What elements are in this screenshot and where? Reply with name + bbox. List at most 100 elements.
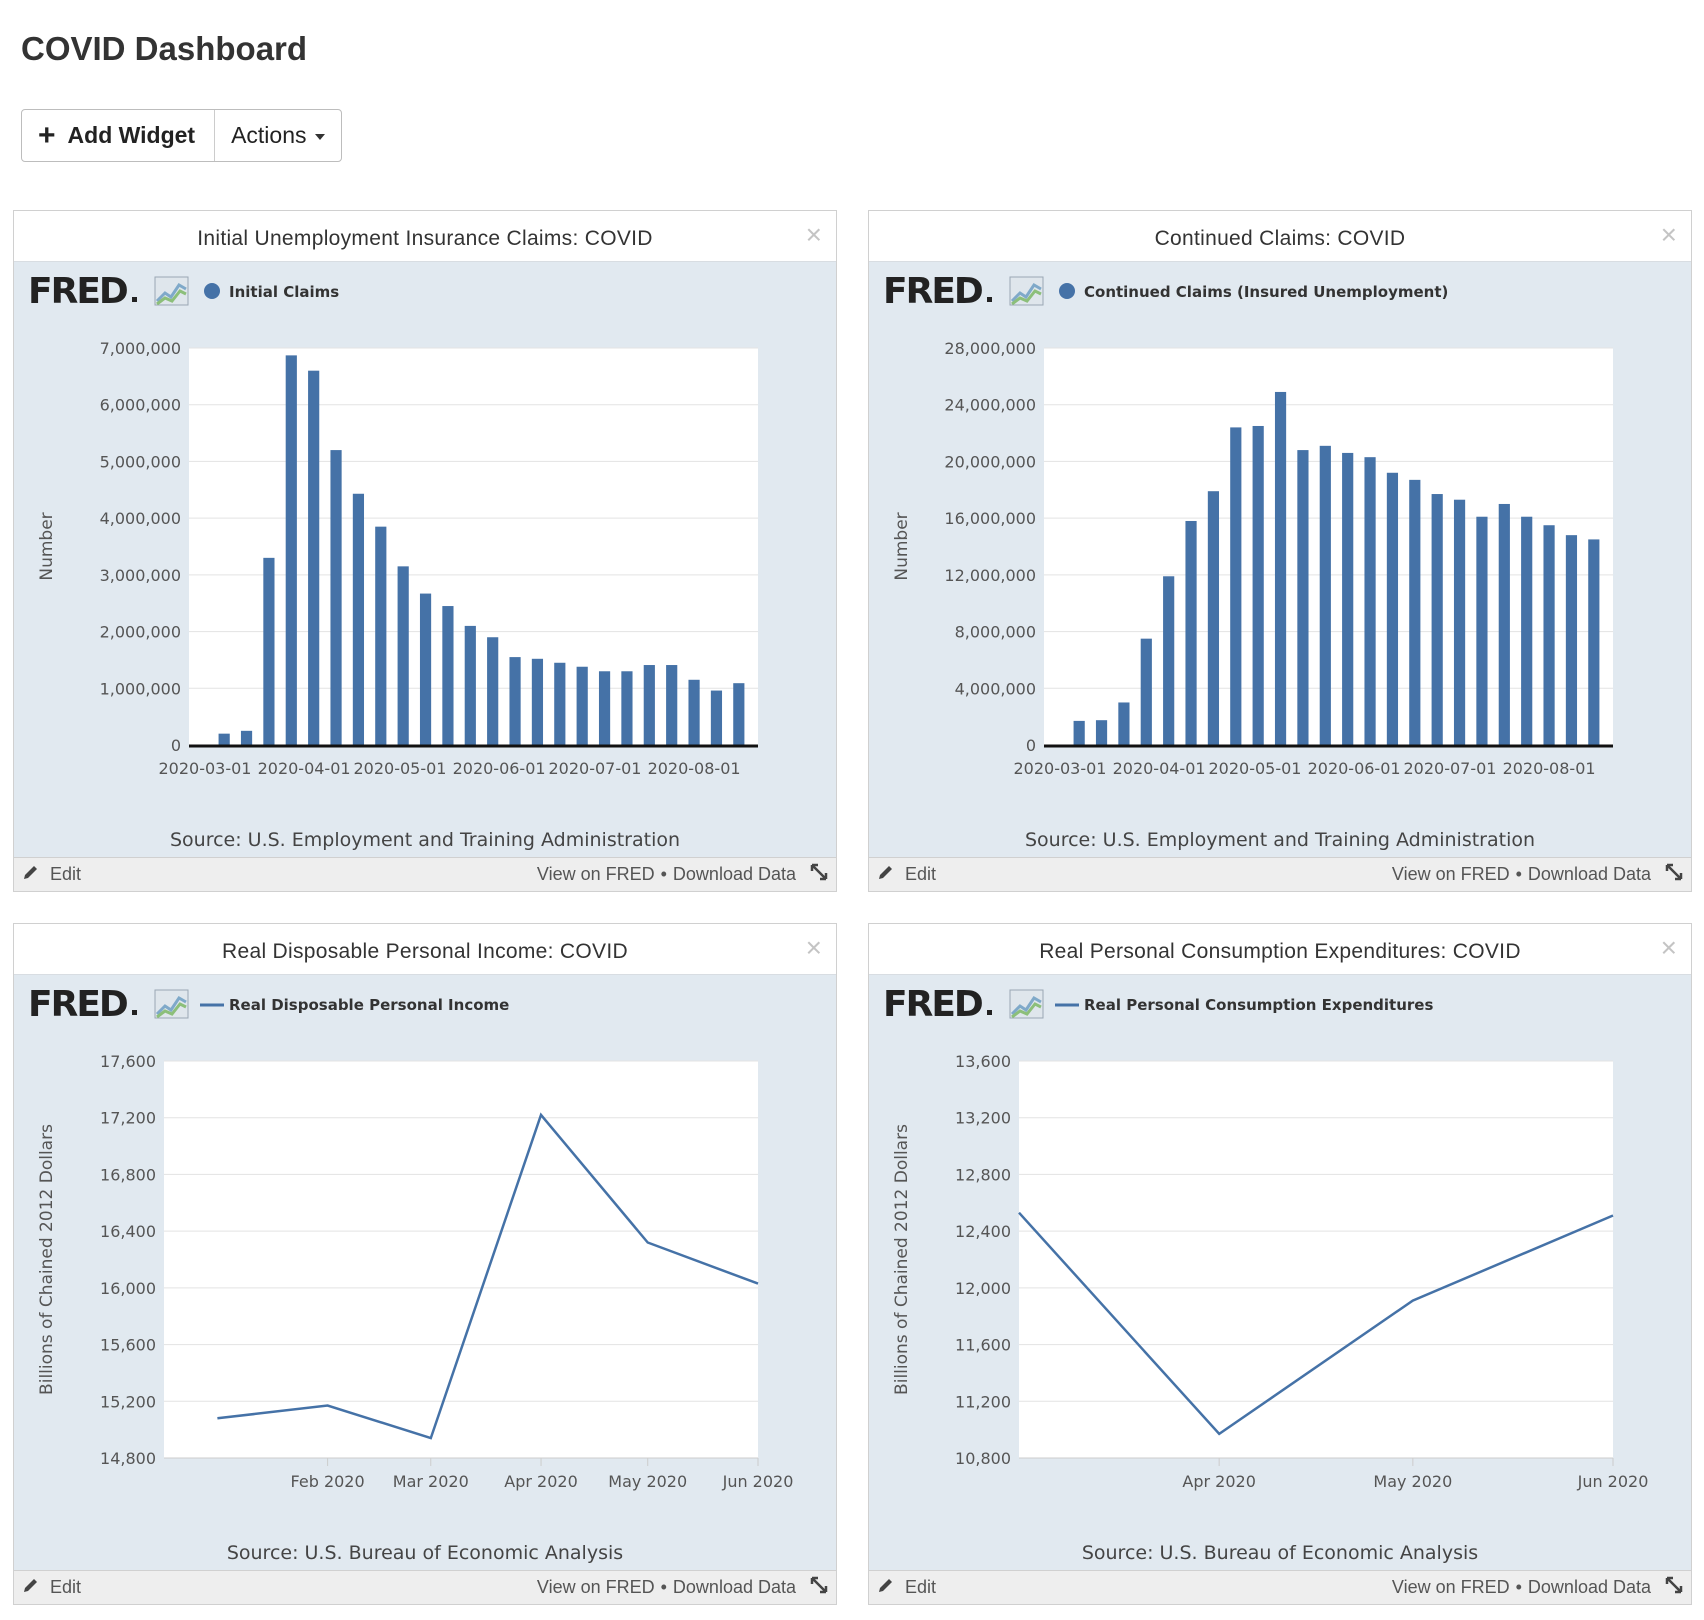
y-tick-label: 12,000: [955, 1279, 1011, 1298]
pencil-icon: [877, 863, 895, 886]
bar: [1498, 503, 1510, 745]
y-tick-label: 0: [171, 736, 181, 755]
y-axis-label: Billions of Chained 2012 Dollars: [37, 1124, 57, 1395]
close-icon[interactable]: ×: [1660, 219, 1677, 250]
widget-links: View on FRED • Download Data: [537, 1576, 828, 1599]
widget-footer: Edit View on FRED • Download Data: [14, 1570, 836, 1604]
caret-down-icon: [314, 134, 325, 140]
view-on-fred-link[interactable]: View on FRED: [1391, 1577, 1510, 1597]
bar: [621, 671, 633, 745]
download-data-link[interactable]: Download Data: [672, 1577, 796, 1597]
y-tick-label: 16,000: [100, 1279, 156, 1298]
widget-title: Real Personal Consumption Expenditures: …: [1039, 940, 1521, 963]
y-tick-label: 12,000,000: [944, 566, 1036, 585]
resize-icon[interactable]: [1665, 863, 1683, 886]
pencil-icon: [22, 1576, 40, 1599]
bar: [554, 662, 566, 745]
fred-logo-dot: [987, 297, 992, 302]
edit-label: Edit: [50, 864, 82, 884]
bar: [1364, 457, 1376, 745]
fred-logo-dot: [987, 1010, 992, 1015]
pencil-icon: [22, 863, 40, 886]
bar: [1409, 479, 1421, 745]
view-on-fred-link[interactable]: View on FRED: [536, 864, 655, 884]
x-tick-label: 2020-06-01: [1308, 759, 1401, 778]
y-tick-label: 7,000,000: [100, 339, 181, 358]
view-on-fred-link[interactable]: View on FRED: [1391, 864, 1510, 884]
x-tick-label: 2020-05-01: [1208, 759, 1301, 778]
bar: [1274, 391, 1287, 745]
legend-label: Real Disposable Personal Income: [229, 996, 509, 1014]
bar: [1073, 720, 1085, 745]
y-tick-label: 3,000,000: [100, 566, 181, 585]
close-icon[interactable]: ×: [1660, 932, 1677, 963]
edit-button[interactable]: Edit: [22, 1576, 81, 1599]
resize-icon[interactable]: [810, 1576, 828, 1599]
resize-icon[interactable]: [810, 863, 828, 886]
bar: [1565, 535, 1578, 745]
y-tick-label: 17,200: [100, 1109, 156, 1128]
widget-header: Real Disposable Personal Income: COVID ×: [14, 924, 836, 975]
bar: [285, 355, 297, 745]
x-tick-label: 2020-07-01: [548, 759, 641, 778]
y-tick-label: 12,400: [955, 1222, 1011, 1241]
download-data-link[interactable]: Download Data: [1527, 1577, 1651, 1597]
x-tick-label: Apr 2020: [504, 1472, 577, 1491]
x-tick-label: 2020-04-01: [258, 759, 351, 778]
edit-label: Edit: [50, 1577, 82, 1597]
bar: [1185, 520, 1197, 745]
widget-chart-area: FRED Continued Claims (Insured Unemployme…: [869, 261, 1691, 859]
edit-button[interactable]: Edit: [877, 863, 936, 886]
bar: [419, 593, 432, 745]
actions-dropdown[interactable]: Actions: [215, 110, 340, 161]
y-tick-label: 1,000,000: [100, 679, 181, 698]
close-icon[interactable]: ×: [805, 932, 822, 963]
download-data-link[interactable]: Download Data: [672, 864, 796, 884]
link-separator: •: [660, 864, 667, 884]
x-tick-label: 2020-05-01: [353, 759, 446, 778]
pencil-icon: [877, 1576, 895, 1599]
y-tick-label: 16,400: [100, 1222, 156, 1241]
edit-button[interactable]: Edit: [877, 1576, 936, 1599]
fred-logo-text: FRED: [28, 271, 127, 312]
y-axis-label: Number: [37, 512, 57, 580]
y-tick-label: 11,600: [955, 1336, 1011, 1355]
add-widget-button[interactable]: + Add Widget: [22, 110, 216, 161]
y-tick-label: 0: [1026, 736, 1036, 755]
y-tick-label: 24,000,000: [944, 396, 1036, 415]
fred-logo-text: FRED: [28, 984, 127, 1025]
fred-graph-icon-line-blue: [155, 996, 187, 1016]
close-icon[interactable]: ×: [805, 219, 822, 250]
widget-footer: Edit View on FRED • Download Data: [869, 1570, 1691, 1604]
resize-icon[interactable]: [1665, 1576, 1683, 1599]
fred-graph-icon-line-green: [1011, 289, 1042, 306]
bar: [1588, 539, 1600, 745]
source-text: Source: U.S. Employment and Training Adm…: [170, 829, 680, 851]
bar: [308, 370, 320, 745]
bar: [1252, 425, 1264, 745]
y-tick-label: 20,000,000: [944, 452, 1036, 471]
y-tick-label: 28,000,000: [944, 339, 1036, 358]
fred-logo: FRED: [28, 984, 189, 1025]
y-axis-label: Billions of Chained 2012 Dollars: [892, 1124, 912, 1395]
chart-svg: FRED Real Personal Consumption Expenditur…: [883, 984, 1648, 1564]
widget-title: Initial Unemployment Insurance Claims: C…: [197, 227, 653, 250]
bar: [1476, 516, 1488, 745]
bar: [352, 493, 365, 745]
bar: [1118, 702, 1130, 745]
y-tick-label: 4,000,000: [100, 509, 181, 528]
x-tick-label: 2020-03-01: [158, 759, 251, 778]
bar: [240, 730, 253, 745]
edit-button[interactable]: Edit: [22, 863, 81, 886]
bar: [375, 526, 387, 745]
chart-widget: Continued Claims: COVID × FRED Continued Cl…: [868, 210, 1692, 892]
download-data-link[interactable]: Download Data: [1527, 864, 1651, 884]
fred-graph-icon-line-blue: [155, 283, 187, 303]
bar: [1342, 452, 1354, 745]
bar: [1543, 525, 1555, 745]
y-tick-label: 17,600: [100, 1052, 156, 1071]
y-axis-label: Number: [892, 512, 912, 580]
bar: [464, 625, 476, 745]
view-on-fred-link[interactable]: View on FRED: [536, 1577, 655, 1597]
y-tick-label: 6,000,000: [100, 396, 181, 415]
